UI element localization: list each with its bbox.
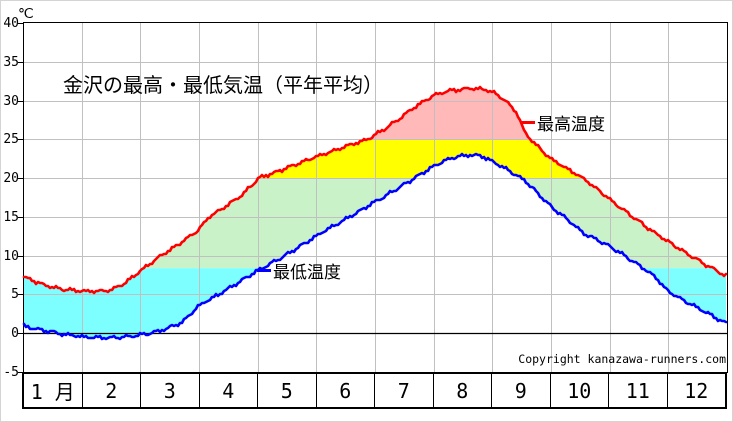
y-axis-tick-label: 30 — [3, 94, 19, 109]
min-temp-line — [22, 152, 728, 341]
max-temp-line-swatch — [521, 121, 535, 124]
chart-title: 金沢の最高・最低気温（平年平均） — [63, 73, 383, 97]
y-axis-tick-label: 40 — [3, 16, 19, 31]
band-fill-band_cool — [642, 268, 726, 322]
legend-min-temp: 最低温度 — [257, 258, 341, 283]
month-axis-band: 1 月 2 3 4 5 6 7 8 9 10 11 12 — [22, 372, 727, 409]
y-axis-tick-label: 5 — [11, 287, 19, 302]
month-cell: 8 — [434, 374, 492, 407]
month-cell: 4 — [200, 374, 258, 407]
month-label: 5 — [280, 378, 293, 403]
month-label: 4 — [222, 378, 235, 403]
month-label: 1 月 — [30, 380, 75, 404]
y-axis-tick-label: 10 — [3, 249, 19, 264]
month-cell: 9 — [492, 374, 551, 407]
month-label: 11 — [625, 378, 650, 403]
month-cell: 6 — [317, 374, 375, 407]
month-cell: 7 — [375, 374, 434, 407]
band-fill-band_mild — [144, 178, 414, 269]
month-label: 3 — [163, 378, 176, 403]
month-cell: 1 月 — [24, 374, 83, 407]
max-temp-line — [22, 85, 728, 295]
month-label: 7 — [397, 378, 410, 403]
y-axis-tick-label: 25 — [3, 132, 19, 147]
band-fill-band_mild — [522, 178, 714, 269]
month-label: 9 — [514, 378, 527, 403]
month-label: 8 — [456, 378, 469, 403]
y-axis-tick-label: -5 — [3, 365, 19, 380]
y-axis-tick-label: 20 — [3, 171, 19, 186]
copyright-text: Copyright kanazawa-runners.com — [518, 352, 726, 366]
month-label: 6 — [339, 378, 352, 403]
y-axis-tick-label: 15 — [3, 210, 19, 225]
month-cell: 11 — [609, 374, 668, 407]
month-cell: 2 — [83, 374, 141, 407]
month-cell: 12 — [668, 374, 726, 407]
min-temp-line-swatch — [257, 269, 271, 272]
y-axis-unit-label: ℃ — [18, 6, 34, 22]
month-label: 2 — [105, 378, 118, 403]
month-cell: 10 — [551, 374, 609, 407]
month-cell: 5 — [258, 374, 317, 407]
band-fill-band_warm — [258, 139, 584, 179]
legend-max-temp: 最高温度 — [521, 110, 605, 135]
month-cell: 3 — [141, 374, 200, 407]
month-label: 10 — [567, 378, 592, 403]
legend-max-label: 最高温度 — [537, 115, 605, 135]
legend-min-label: 最低温度 — [273, 263, 341, 283]
month-label: 12 — [684, 378, 709, 403]
y-axis-tick-label: 0 — [11, 326, 19, 341]
y-axis-tick-label: 35 — [3, 55, 19, 70]
band-fill-band_hot — [368, 87, 530, 140]
